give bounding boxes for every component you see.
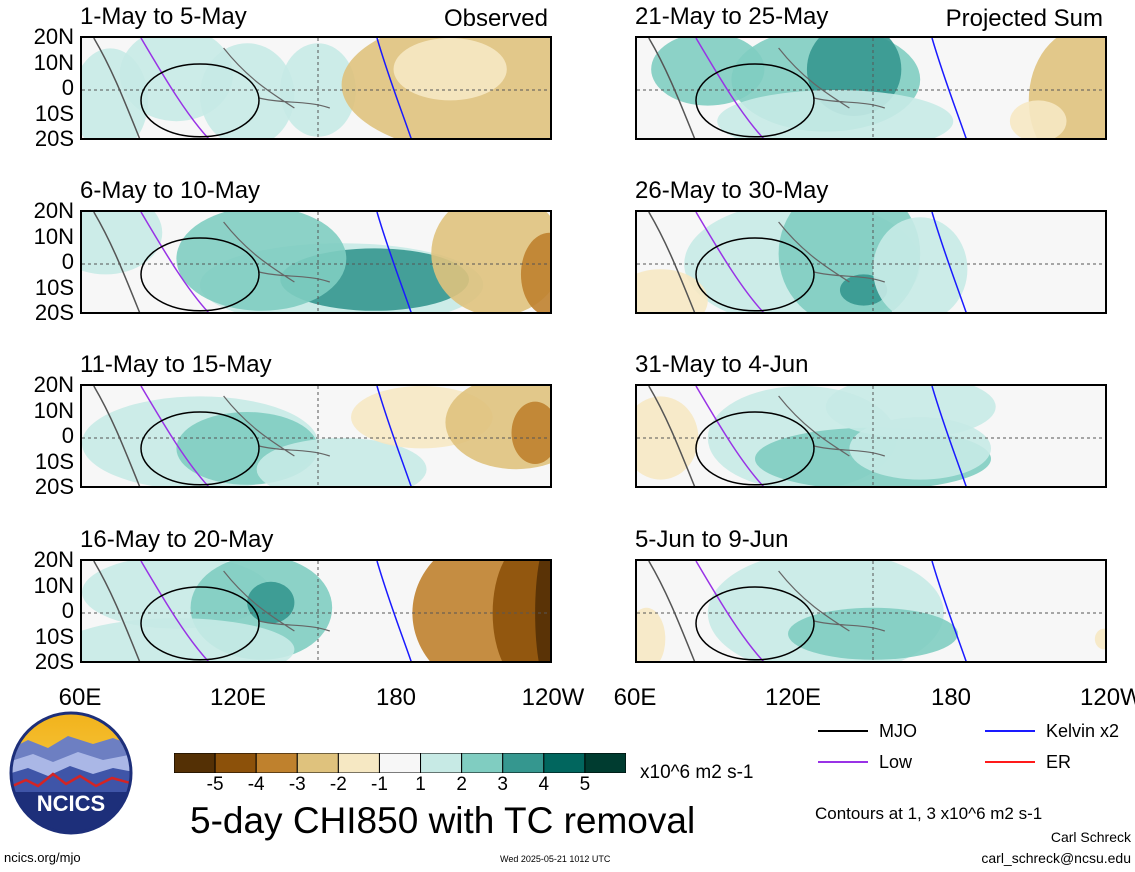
panel-title: 16-May to 20-May: [80, 526, 274, 553]
lat-tick-label: 20N: [33, 547, 74, 572]
author-name: Carl Schreck: [1050, 829, 1131, 845]
map-panel: [635, 36, 1107, 140]
legend-kelvin-line: [985, 730, 1035, 732]
colorbar: [173, 752, 627, 774]
map-panel: [635, 210, 1107, 314]
colorbar-swatch: [502, 752, 545, 774]
anomaly-shading: [82, 212, 550, 312]
main-title: 5-day CHI850 with TC removal: [190, 800, 696, 841]
lon-label-120w-left: 120W: [521, 684, 585, 711]
legend-mjo-label: MJO: [879, 721, 917, 741]
colorbar-tick-label: 5: [579, 774, 591, 795]
panel-title: 6-May to 10-May: [80, 177, 261, 204]
legend-er-label: ER: [1046, 752, 1072, 772]
colorbar-tick-label: -2: [329, 774, 347, 795]
anomaly-shading: [637, 561, 1105, 661]
lon-label-180-right: 180: [930, 684, 972, 711]
colorbar-tick-label: -4: [247, 774, 265, 795]
anomaly-shading: [651, 38, 1105, 138]
anomaly-shading: [82, 38, 550, 138]
map-panel: [80, 36, 552, 140]
logo-graphic: NCICS: [9, 711, 133, 835]
lat-tick-label: 20S: [34, 649, 74, 674]
lat-tick-label: 0: [61, 75, 74, 100]
timestamp: Wed 2025-05-21 1012 UTC: [500, 854, 611, 864]
panel-title: 31-May to 4-Jun: [635, 351, 809, 378]
lat-tick-label: 10S: [34, 274, 74, 300]
lon-label-60e-right: 60E: [613, 684, 657, 711]
lat-tick-label: 20S: [34, 474, 74, 499]
colorbar-tick-label: -1: [371, 774, 388, 795]
legend-low-line: [818, 761, 868, 763]
colorbar-swatch: [214, 752, 257, 774]
map-panel: [80, 559, 552, 663]
lat-tick-label: 0: [61, 423, 74, 448]
colorbar-swatch: [543, 752, 586, 774]
lon-label-120w-right: 120W: [1080, 686, 1135, 710]
colorbar-swatch: [420, 752, 463, 774]
anomaly-shading: [82, 386, 550, 486]
lon-label-180-left: 180: [375, 684, 417, 711]
colorbar-tick-label: 1: [415, 774, 426, 795]
panel-title: 1-May to 5-May: [80, 3, 247, 30]
anomaly-shading: [637, 212, 968, 312]
panel-title: 11-May to 15-May: [80, 351, 272, 378]
colorbar-swatch: [173, 752, 216, 774]
colorbar-tick-label: 3: [497, 774, 508, 795]
colorbar-tick-label: 4: [538, 774, 550, 795]
colorbar-swatch: [296, 752, 339, 774]
colorbar-swatch: [378, 752, 422, 774]
lon-label-120e-right: 120E: [764, 684, 822, 711]
lon-label-60e-left: 60E: [58, 684, 102, 711]
legend-kelvin-label: Kelvin x2: [1046, 721, 1120, 741]
lat-tick-label: 0: [61, 598, 74, 623]
lat-tick-label: 10N: [33, 397, 74, 423]
lat-tick-label: 20S: [34, 300, 74, 325]
colorbar-swatch: [461, 752, 504, 774]
colorbar-swatch: [584, 752, 627, 774]
lat-tick-label: 20N: [33, 24, 74, 49]
lat-tick-label: 0: [61, 249, 74, 274]
colorbar-tick-label: -3: [288, 774, 306, 795]
ncics-logo: NCICS: [8, 710, 134, 836]
lat-tick-label: 20S: [34, 126, 74, 151]
map-panel: [635, 384, 1107, 488]
map-panel: [80, 210, 552, 314]
map-panel: [80, 384, 552, 488]
panel-title: 21-May to 25-May: [635, 3, 829, 30]
contours-note: Contours at 1, 3 x10^6 m2 s-1: [815, 804, 1043, 823]
website-link[interactable]: ncics.org/mjo: [4, 850, 81, 865]
anomaly-shading: [637, 386, 996, 486]
map-panel: [635, 559, 1107, 663]
lat-tick-label: 10N: [33, 49, 74, 75]
lat-tick-label: 10N: [33, 223, 74, 249]
colorbar-units: x10^6 m2 s-1: [640, 762, 754, 783]
colorbar-swatch: [337, 752, 380, 774]
panel-title: 5-Jun to 9-Jun: [635, 526, 789, 553]
lat-tick-label: 20N: [33, 198, 74, 223]
panel-title: 26-May to 30-May: [635, 177, 829, 204]
legend-low-label: Low: [879, 752, 913, 772]
legend-mjo-line: [818, 730, 868, 732]
anomaly-shading: [82, 561, 550, 661]
lat-tick-label: 20N: [33, 372, 74, 397]
logo-text: NCICS: [37, 791, 105, 816]
colorbar-swatch: [255, 752, 298, 774]
colorbar-tick-label: -5: [206, 774, 224, 795]
lat-tick-label: 10S: [34, 623, 74, 649]
lat-tick-label: 10S: [34, 448, 74, 474]
colorbar-tick-label: 2: [456, 774, 467, 795]
lat-tick-label: 10S: [34, 100, 74, 126]
legend-er-line: [985, 761, 1035, 763]
lon-label-120e-left: 120E: [209, 684, 267, 711]
lat-tick-label: 10N: [33, 572, 74, 598]
panel-label: Projected Sum: [945, 5, 1103, 32]
panel-label: Observed: [443, 5, 548, 32]
author-email[interactable]: carl_schreck@ncsu.edu: [981, 850, 1131, 866]
